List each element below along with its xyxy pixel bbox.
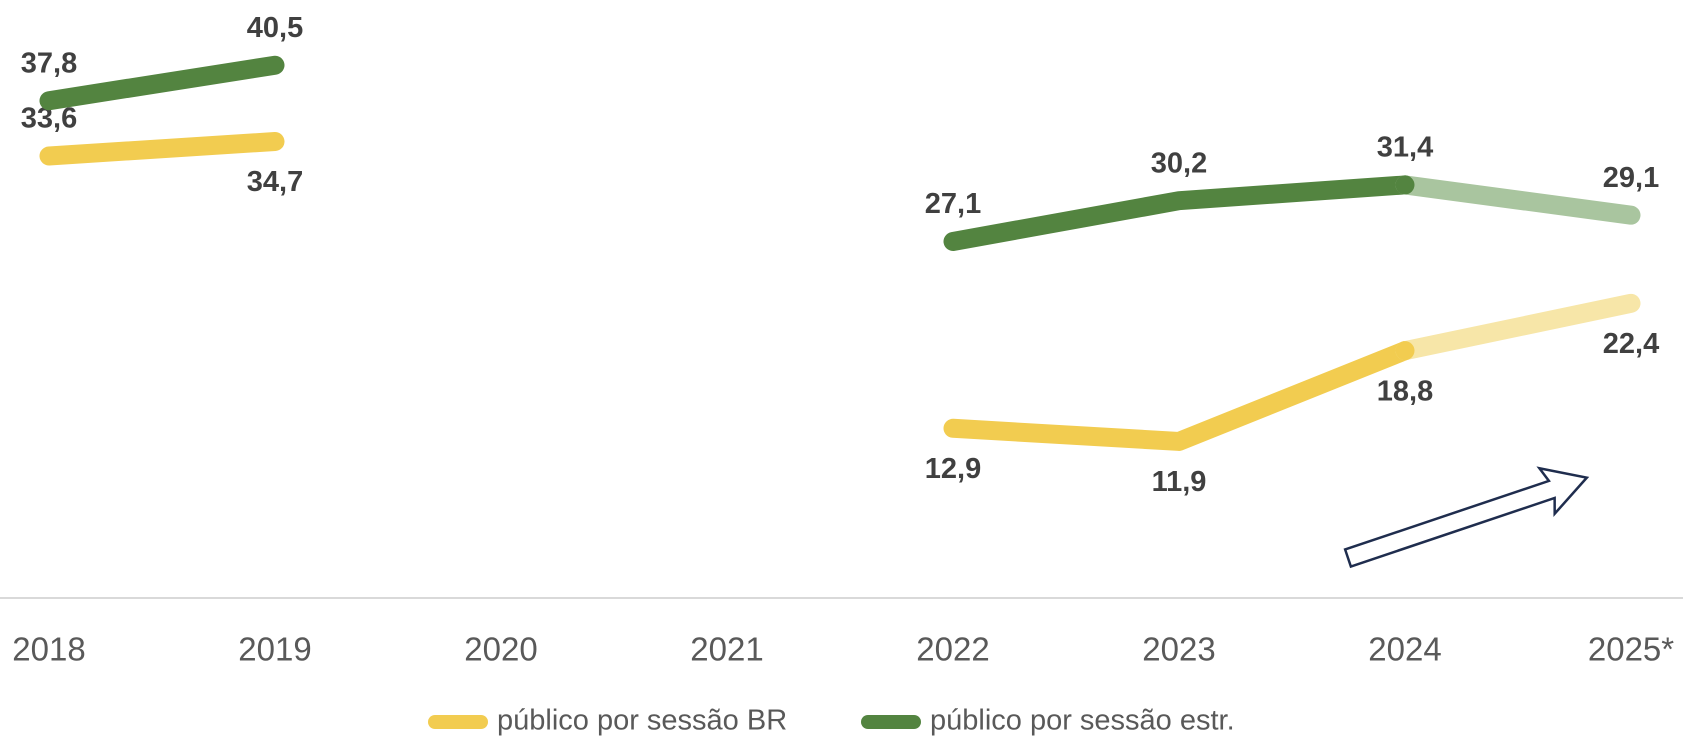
x-tick-label: 2023 [1142,631,1215,668]
data-label: 30,2 [1151,147,1207,179]
data-label: 37,8 [21,47,77,79]
x-tick-label: 2022 [916,631,989,668]
line-joint [1395,341,1415,361]
line [39,132,285,166]
data-label: 34,7 [247,166,303,198]
data-label: 22,4 [1603,328,1659,360]
data-label: 40,5 [247,12,303,44]
line [943,341,1415,451]
data-label: 29,1 [1603,162,1659,194]
line-joint [1395,175,1415,195]
x-tick-label: 2024 [1368,631,1441,668]
x-tick-label: 2025* [1588,631,1674,668]
data-label: 18,8 [1377,375,1433,407]
data-label: 12,9 [925,453,981,485]
x-tick-label: 2019 [238,631,311,668]
data-label: 31,4 [1377,132,1433,164]
x-tick-label: 2021 [690,631,763,668]
line [943,175,1415,251]
legend-label: público por sessão estr. [930,705,1235,737]
x-tick-label: 2018 [12,631,85,668]
data-label: 11,9 [1152,466,1207,498]
trend-arrow [1343,466,1590,569]
x-tick-label: 2020 [464,631,537,668]
line [39,55,285,111]
data-label: 27,1 [925,188,981,220]
legend-label: público por sessão BR [497,705,787,737]
projection-line [1395,293,1641,361]
projection-line [1395,175,1641,225]
